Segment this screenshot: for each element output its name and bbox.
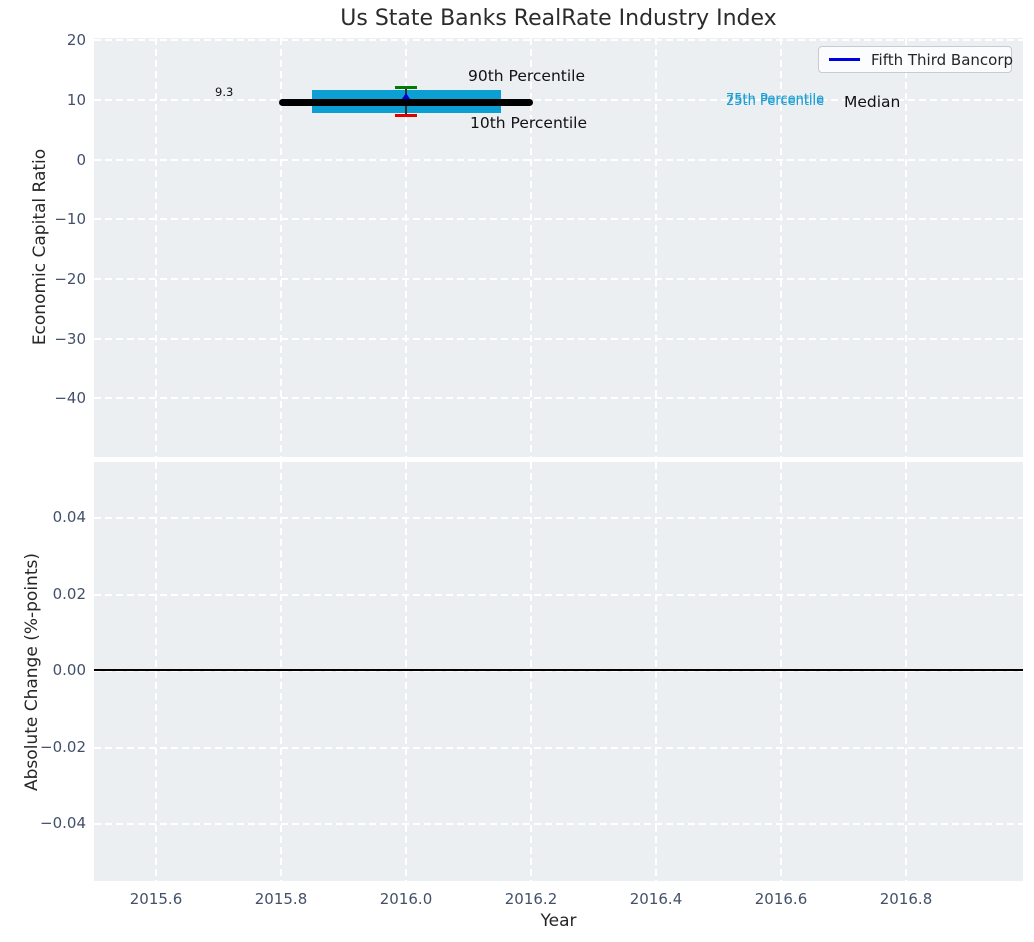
gridline-h [94,39,1023,41]
gridline-v [405,38,407,457]
gridline-h [94,823,1023,825]
top-subplot: 9.3 90th Percentile 10th Percentile 75th… [94,38,1023,457]
xtick: 2016.2 [504,890,558,908]
xtick: 2016.6 [754,890,808,908]
percentile-10-cap [395,114,417,117]
top-y-axis-label: Economic Capital Ratio [30,148,50,346]
gridline-h [94,517,1023,519]
xtick: 2016.4 [629,890,683,908]
chart-title: Us State Banks RealRate Industry Index [340,6,777,31]
gridline-v [405,462,407,881]
ytick-bottom: 0.04 [52,508,86,526]
gridline-h [94,159,1023,161]
gridline-v [655,462,657,881]
ytick-top: 0 [76,151,86,169]
gridline-h [94,397,1023,399]
ytick-bottom: −0.04 [40,814,86,832]
ytick-top: −30 [54,330,86,348]
legend-line-sample [829,58,860,61]
xtick: 2016.8 [879,890,933,908]
gridline-h [94,218,1023,220]
ytick-top: −10 [54,210,86,228]
gridline-v [905,38,907,457]
xtick: 2016.0 [379,890,433,908]
bottom-subplot [94,462,1023,881]
xtick: 2015.6 [129,890,183,908]
annotation-75th-percentile: 75th Percentile [726,92,825,107]
median-value-label: 9.3 [215,85,234,99]
ytick-bottom: 0.02 [52,585,86,603]
gridline-h [94,338,1023,340]
gridline-h [94,278,1023,280]
xtick: 2015.8 [254,890,308,908]
gridline-v [780,38,782,457]
x-axis-label: Year [540,911,577,931]
gridline-h [94,670,1023,672]
gridline-v [530,462,532,881]
gridline-v [155,38,157,457]
gridline-v [530,38,532,457]
gridline-h [94,747,1023,749]
annotation-median: Median [844,93,901,111]
gridline-h [94,594,1023,596]
gridline-v [280,38,282,457]
ytick-top: −40 [54,389,86,407]
gridline-v [655,38,657,457]
annotation-10th-percentile: 10th Percentile [470,114,588,132]
gridline-v [905,462,907,881]
ytick-top: −20 [54,270,86,288]
gridline-v [280,462,282,881]
bottom-y-axis-label: Absolute Change (%-points) [22,553,42,791]
ytick-top: 20 [66,31,86,49]
gridline-h [94,99,1023,101]
ytick-bottom: −0.02 [40,738,86,756]
gridline-v [780,462,782,881]
median-line [279,99,533,106]
zero-reference-line [94,669,1023,671]
ytick-bottom: 0.00 [52,661,86,679]
ytick-top: 10 [66,91,86,109]
gridline-v [155,462,157,881]
legend-entry-label: Fifth Third Bancorp [871,50,1014,69]
annotation-90th-percentile: 90th Percentile [468,67,586,85]
annotation-25th-percentile: 25th Percentile [726,94,825,109]
percentile-90-cap [395,86,417,89]
legend: Fifth Third Bancorp [818,46,1014,73]
